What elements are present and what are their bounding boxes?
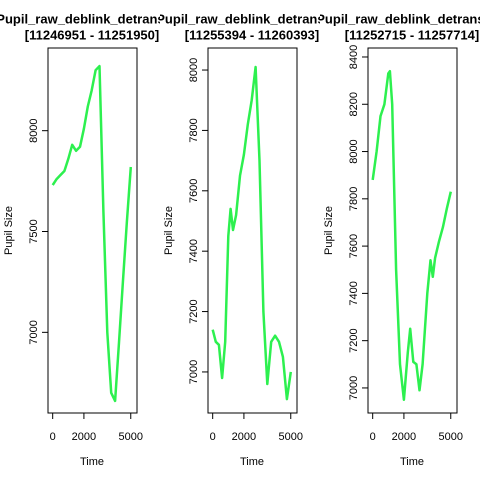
panel-subtitle: [11246951 - 11251950] [25,27,159,42]
y-tick-label: 7400 [348,281,360,305]
y-tick-label: 7500 [28,219,40,243]
y-tick-label: 7800 [348,187,360,211]
y-axis-label: Pupil Size [163,206,175,255]
x-tick-label: 0 [50,431,56,443]
x-tick-label: 5000 [439,431,463,443]
y-tick-label: 8400 [348,45,360,69]
data-line [211,65,293,401]
plot-box [47,47,138,414]
y-tick-label: 8200 [348,92,360,116]
panel: Pupil_raw_deblink_detransient[11252715 -… [316,11,480,468]
y-tick-label: 7000 [188,360,200,384]
y-tick-label: 7400 [188,239,200,263]
x-tick-label: 5000 [119,431,143,443]
data-line [371,69,453,402]
y-tick-label: 7800 [188,118,200,142]
y-axis-label: Pupil Size [3,206,15,255]
y-tick-label: 7000 [348,376,360,400]
x-tick-label: 5000 [279,431,303,443]
plot-box [367,47,458,414]
panel-title: Pupil_raw_deblink_detransient [316,11,480,26]
x-tick-label: 2000 [232,431,256,443]
panel-subtitle: [11252715 - 11257714] [345,27,479,42]
y-tick-label: 7200 [188,299,200,323]
panel: Pupil_raw_deblink_detransient[11255394 -… [156,11,348,468]
panel-subtitle: [11255394 - 11260393] [185,27,319,42]
plot-box [207,47,298,414]
x-tick-label: 2000 [392,431,416,443]
x-tick-label: 2000 [72,431,96,443]
panel: Pupil_raw_deblink_detransient[11246951 -… [0,11,188,468]
panel-title: Pupil_raw_deblink_detransient [156,11,348,26]
y-axis-label: Pupil Size [323,206,335,255]
x-tick-label: 0 [210,431,216,443]
y-tick-label: 7600 [348,234,360,258]
panel-title: Pupil_raw_deblink_detransient [0,11,188,26]
x-axis-label: Time [400,456,424,468]
y-tick-label: 8000 [28,118,40,142]
x-axis-label: Time [240,456,264,468]
data-line [51,64,133,403]
y-tick-label: 8000 [188,58,200,82]
y-tick-label: 7200 [348,328,360,352]
y-tick-label: 7000 [28,320,40,344]
y-tick-label: 7600 [188,179,200,203]
x-axis-label: Time [80,456,104,468]
y-tick-label: 8000 [348,139,360,163]
x-tick-label: 0 [370,431,376,443]
